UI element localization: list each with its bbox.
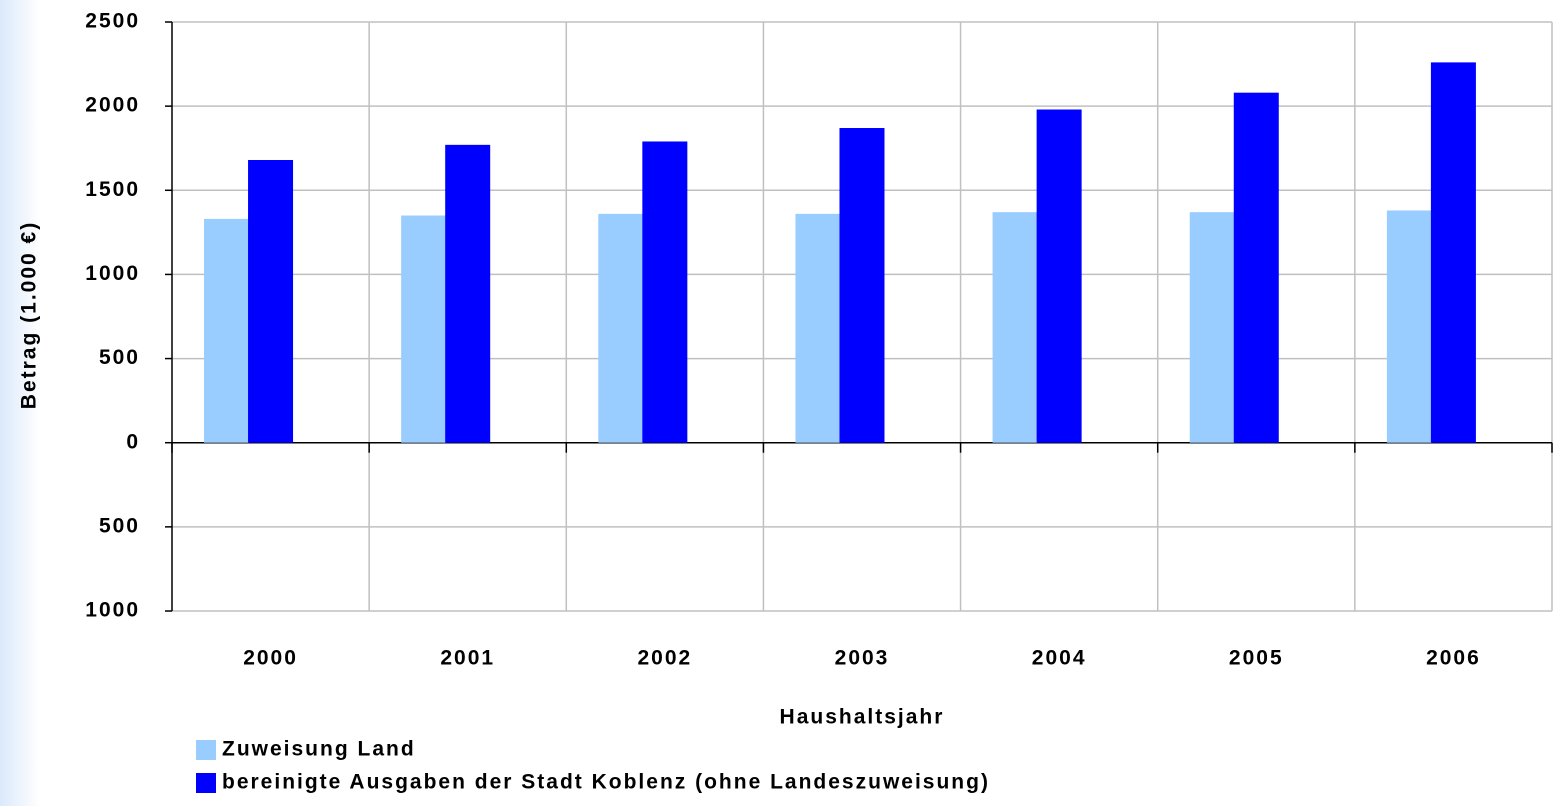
x-tick-label: 2002 (637, 647, 692, 670)
y-axis-title: Betrag (1.000 €) (18, 221, 41, 409)
x-tick-label: 2005 (1229, 647, 1284, 670)
x-tick-label: 2001 (440, 647, 495, 670)
bar (1189, 212, 1235, 443)
y-tick-label: 500 (99, 514, 140, 537)
bar (401, 215, 447, 443)
bar (1036, 109, 1082, 443)
y-tick-label: 1000 (85, 262, 140, 285)
legend-label: bereinigte Ausgaben der Stadt Koblenz (o… (222, 771, 990, 794)
bar (248, 159, 294, 443)
bar (839, 128, 885, 443)
bar (204, 218, 250, 443)
bar (795, 213, 841, 443)
legend-label: Zuweisung Land (222, 738, 416, 761)
y-tick-label: 1500 (85, 178, 140, 201)
bar (1233, 92, 1279, 443)
bar (992, 212, 1038, 443)
y-tick-label: 1000 (85, 599, 140, 622)
y-tick-label: 2000 (85, 94, 140, 117)
bar (1386, 210, 1432, 443)
x-tick-label: 2003 (835, 647, 890, 670)
y-tick-label: 0 (126, 430, 140, 453)
bar (1430, 62, 1476, 443)
x-tick-label: 2004 (1032, 647, 1087, 670)
y-tick-label: 500 (99, 346, 140, 369)
bar (642, 141, 688, 443)
background-strip (0, 0, 40, 806)
legend-swatch (196, 773, 216, 793)
legend-swatch (196, 740, 216, 760)
bar (445, 144, 491, 443)
x-tick-label: 2000 (243, 647, 298, 670)
bar (598, 213, 644, 443)
x-axis-title: Haushaltsjahr (780, 706, 945, 729)
y-tick-label: 2500 (85, 10, 140, 33)
x-tick-label: 2006 (1426, 647, 1481, 670)
